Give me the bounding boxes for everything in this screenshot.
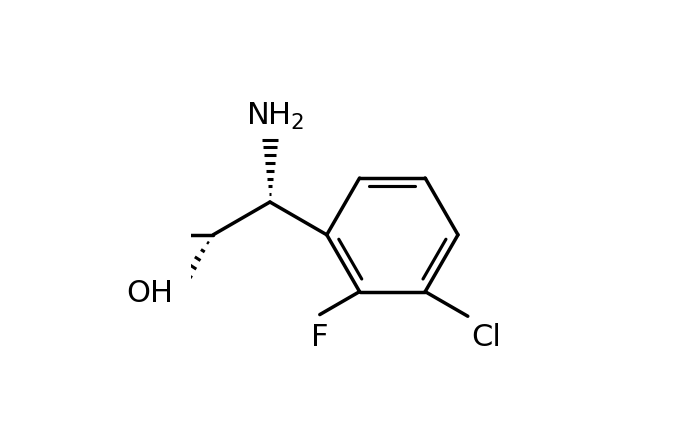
Text: F: F <box>311 323 329 352</box>
Text: NH$_2$: NH$_2$ <box>246 101 304 132</box>
Text: Cl: Cl <box>471 323 501 352</box>
Text: OH: OH <box>126 279 173 308</box>
